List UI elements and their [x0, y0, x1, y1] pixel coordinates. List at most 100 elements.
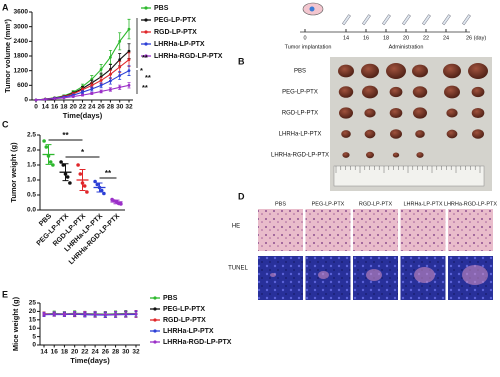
series-line	[43, 313, 137, 315]
significance-mark: **	[142, 83, 148, 92]
x-tick-label: 32	[125, 104, 133, 111]
tumor	[412, 64, 428, 78]
y-tick-label: 2400	[14, 38, 29, 45]
tumor	[413, 107, 427, 119]
y-tick-label: 0.5	[27, 192, 36, 199]
legend-marker	[144, 18, 148, 22]
legend-label: LHRHa-LP-PTX	[154, 41, 205, 48]
legend-label: LHRHa-RGD-LP-PTX	[154, 53, 223, 60]
data-point	[103, 313, 107, 316]
x-tick-label: 22	[81, 349, 89, 356]
x-tick-label: 0	[34, 104, 38, 111]
x-tick-label: 14	[40, 349, 48, 356]
tumor	[342, 152, 350, 158]
legend-label: RGD-LP-PTX	[154, 29, 197, 36]
legend-marker	[144, 30, 148, 34]
tumor	[446, 129, 458, 139]
syringe-icon	[382, 14, 391, 26]
data-point	[109, 72, 112, 76]
legend-marker	[153, 296, 157, 300]
tumor	[338, 86, 354, 98]
tunel-signal	[462, 265, 488, 285]
y-tick-label: 1.5	[27, 162, 36, 169]
legend-marker	[144, 42, 148, 46]
y-tick-label: 20	[29, 308, 37, 315]
y-tick-label: 600	[17, 82, 28, 89]
data-point	[44, 145, 49, 149]
x-tick-label: 14	[42, 104, 50, 111]
legend-label: PBS	[154, 5, 169, 12]
data-point	[93, 179, 97, 184]
data-point	[95, 182, 100, 187]
y-tick-label: 0	[32, 342, 36, 349]
x-tick-label: 24	[88, 104, 96, 111]
row-label: HE	[232, 224, 240, 230]
data-point	[134, 312, 138, 316]
tunel-image	[258, 256, 303, 300]
data-point	[65, 175, 70, 179]
data-point	[102, 191, 106, 196]
tumor	[364, 129, 376, 139]
data-point	[73, 312, 77, 316]
timeline-day: 22	[423, 35, 429, 41]
tumor	[392, 152, 400, 158]
timeline-day: 26 (day)	[466, 35, 486, 41]
data-point	[68, 181, 72, 185]
row-label: PBS	[294, 69, 306, 75]
y-tick-label: 2.5	[27, 132, 36, 139]
data-point	[118, 85, 122, 89]
he-image	[258, 209, 303, 251]
data-point	[90, 92, 94, 95]
data-point	[76, 163, 80, 167]
y-tick-label: 10	[29, 325, 37, 332]
x-axis-label: Time(days)	[70, 356, 110, 365]
x-tick-label: 20	[70, 104, 78, 111]
x-tick-label: 22	[79, 104, 87, 111]
significance-mark: *	[81, 148, 85, 157]
data-point	[99, 90, 103, 93]
significance-mark: **	[105, 169, 112, 178]
timeline-day: 20	[403, 35, 409, 41]
legend-marker	[153, 307, 157, 311]
panel-label: E	[2, 289, 8, 299]
column-label: PBS	[275, 201, 286, 207]
data-point	[118, 65, 122, 69]
row-label: TUNEL	[228, 266, 248, 272]
x-tick-label: 16	[51, 104, 59, 111]
data-point	[85, 190, 89, 194]
tumor	[471, 86, 485, 98]
he-image	[400, 209, 446, 251]
data-point	[42, 312, 46, 316]
tumor	[366, 151, 374, 159]
legend-label: PBS	[163, 295, 178, 302]
data-point	[127, 27, 131, 31]
timeline-day: 0	[303, 35, 306, 41]
x-tick-label: 18	[60, 104, 68, 111]
y-tick-label: 15	[29, 317, 37, 324]
syringe-icon	[362, 14, 371, 26]
tumor	[471, 107, 485, 119]
syringe-icon	[402, 14, 411, 26]
error-bar	[79, 169, 86, 191]
row-label: LHRHa-LP-PTX	[279, 132, 322, 138]
tumor-dot	[309, 6, 315, 12]
significance-mark: **	[145, 73, 151, 82]
tunel-image	[305, 256, 351, 300]
y-axis-label: Tumor volume (mm³)	[3, 18, 12, 93]
y-tick-label: 1.0	[27, 177, 36, 184]
data-point	[127, 49, 131, 53]
data-point	[81, 90, 84, 94]
tumor	[362, 85, 378, 99]
data-point	[48, 160, 53, 164]
data-point	[82, 184, 87, 188]
legend-label: PEG-LP-PTX	[163, 306, 205, 313]
legend-marker	[153, 329, 157, 333]
error-bar	[96, 182, 103, 193]
tumor	[412, 86, 428, 98]
data-point	[43, 97, 47, 101]
y-axis-label: Mice weight (g)	[11, 296, 20, 351]
tumor	[468, 63, 488, 79]
tumor	[361, 63, 379, 79]
panel-label: A	[2, 2, 9, 12]
